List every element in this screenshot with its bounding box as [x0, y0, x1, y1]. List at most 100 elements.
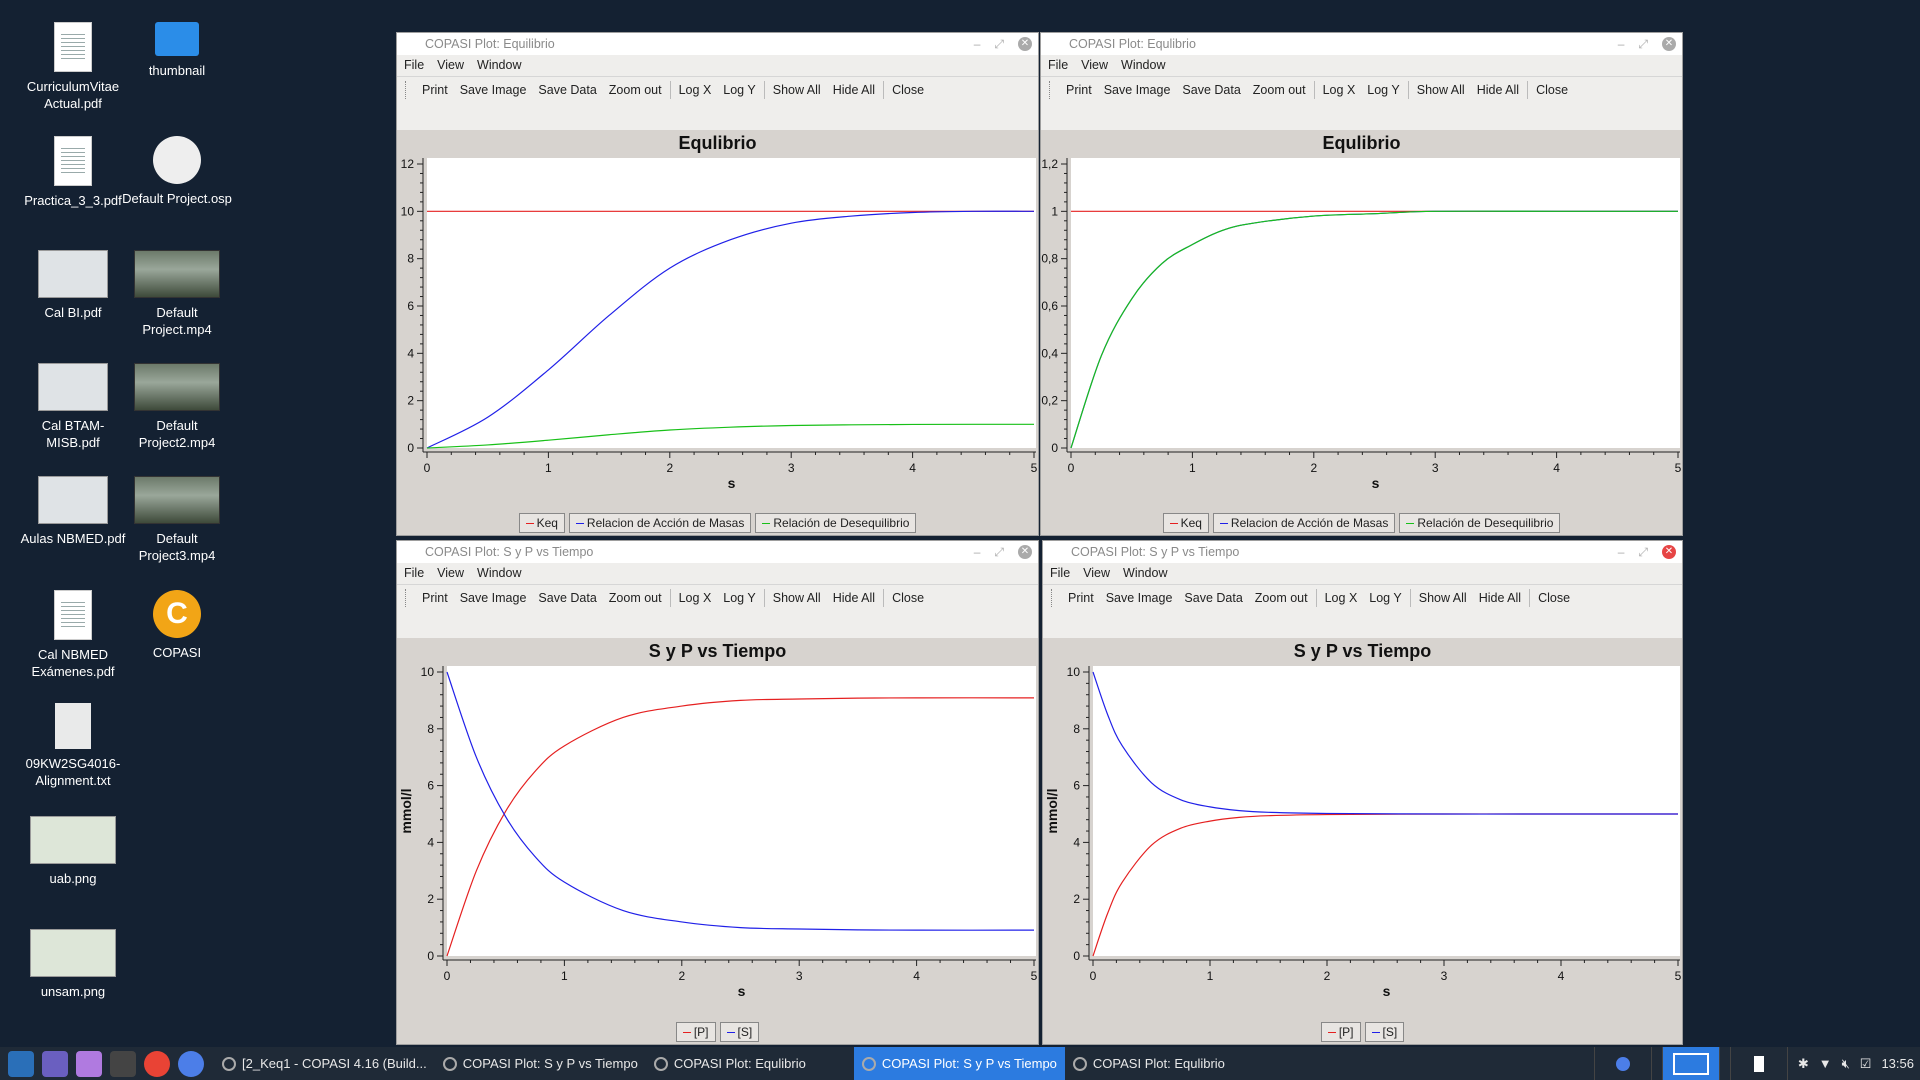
- menu-window[interactable]: Window: [477, 58, 522, 72]
- zoom-out-button[interactable]: Zoom out: [608, 82, 662, 97]
- desktop-icon-cv[interactable]: CurriculumVitae Actual.pdf: [17, 22, 129, 112]
- log-x-button[interactable]: Log X: [1322, 82, 1356, 97]
- menu-view[interactable]: View: [1081, 58, 1109, 72]
- wifi-icon[interactable]: ▼: [1818, 1056, 1832, 1071]
- print-button[interactable]: Print: [422, 590, 448, 605]
- maximize-icon[interactable]: ⤢: [1638, 545, 1648, 559]
- editor-launcher-icon[interactable]: [76, 1050, 102, 1077]
- save-image-button[interactable]: Save Image: [459, 590, 527, 605]
- show-all-button[interactable]: Show All: [772, 82, 821, 97]
- task-syp-2[interactable]: COPASI Plot: S y P vs Tiempo: [853, 1047, 1065, 1080]
- hide-all-button[interactable]: Hide All: [1476, 82, 1520, 97]
- chrome-launcher-icon[interactable]: [144, 1050, 170, 1077]
- desktop-icon-uab[interactable]: uab.png: [17, 816, 129, 887]
- close-icon[interactable]: ✕: [1018, 545, 1032, 559]
- save-data-button[interactable]: Save Data: [1184, 590, 1243, 605]
- menu-file[interactable]: File: [404, 566, 425, 580]
- desktop-icon-practica[interactable]: Practica_3_3.pdf: [17, 136, 129, 209]
- legend-item-p[interactable]: [P]: [675, 1022, 716, 1042]
- menu-file[interactable]: File: [1050, 566, 1071, 580]
- toolbar-grip[interactable]: [1049, 80, 1052, 99]
- terminal-launcher-icon[interactable]: [110, 1050, 136, 1077]
- files-launcher-icon[interactable]: [42, 1050, 68, 1077]
- desktop-icon-alignment-txt[interactable]: 09KW2SG4016-Alignment.txt: [17, 703, 129, 789]
- log-x-button[interactable]: Log X: [1324, 590, 1358, 605]
- log-y-button[interactable]: Log Y: [1369, 590, 1402, 605]
- show-desktop-icon[interactable]: [1729, 1047, 1788, 1080]
- save-data-button[interactable]: Save Data: [1182, 82, 1241, 97]
- zoom-out-button[interactable]: Zoom out: [608, 590, 662, 605]
- clipboard-icon[interactable]: ☑: [1859, 1055, 1872, 1071]
- close-button[interactable]: Close: [892, 82, 925, 97]
- desktop-icon-default-project-mp4[interactable]: Default Project.mp4: [121, 250, 233, 338]
- maximize-icon[interactable]: ⤢: [1638, 37, 1648, 51]
- toolbar-grip[interactable]: [405, 588, 408, 607]
- legend-item-desequilibrio[interactable]: Relación de Desequilibrio: [755, 513, 917, 533]
- window-titlebar[interactable]: COPASI Plot: S y P vs Tiempo – ⤢ ✕: [1043, 541, 1682, 563]
- menu-window[interactable]: Window: [1123, 566, 1168, 580]
- zoom-out-button[interactable]: Zoom out: [1252, 82, 1306, 97]
- print-button[interactable]: Print: [1066, 82, 1092, 97]
- task-syp-1[interactable]: COPASI Plot: S y P vs Tiempo: [435, 1047, 646, 1080]
- log-y-button[interactable]: Log Y: [723, 82, 756, 97]
- zoom-out-button[interactable]: Zoom out: [1254, 590, 1308, 605]
- legend-item-p[interactable]: [P]: [1320, 1022, 1361, 1042]
- desktop-icon-thumbnail[interactable]: thumbnail: [121, 22, 233, 79]
- legend-item-desequilibrio[interactable]: Relación de Desequilibrio: [1399, 513, 1561, 533]
- workspace-switcher-icon[interactable]: [1661, 1047, 1720, 1080]
- window-titlebar[interactable]: COPASI Plot: Equlibrio – ⤢ ✕: [1041, 33, 1682, 55]
- window-titlebar[interactable]: COPASI Plot: S y P vs Tiempo – ⤢ ✕: [397, 541, 1038, 563]
- desktop-icon-default-project-osp[interactable]: Default Project.osp: [121, 136, 233, 207]
- minimize-icon[interactable]: –: [1617, 37, 1625, 51]
- close-button[interactable]: Close: [892, 590, 925, 605]
- save-data-button[interactable]: Save Data: [538, 590, 597, 605]
- desktop-icon-cal-btam[interactable]: Cal BTAM-MISB.pdf: [17, 363, 129, 451]
- log-x-button[interactable]: Log X: [678, 590, 712, 605]
- print-button[interactable]: Print: [422, 82, 448, 97]
- menu-view[interactable]: View: [1083, 566, 1111, 580]
- legend-item-accion-masas[interactable]: Relacion de Acción de Masas: [1212, 513, 1396, 533]
- task-equilibrio-2[interactable]: COPASI Plot: Equlibrio: [1065, 1047, 1233, 1080]
- close-icon[interactable]: ✕: [1018, 37, 1032, 51]
- tray-chrome-icon[interactable]: [1593, 1047, 1652, 1080]
- toolbar-grip[interactable]: [1051, 588, 1054, 607]
- show-all-button[interactable]: Show All: [1418, 590, 1467, 605]
- plot-window-syp-1[interactable]: COPASI Plot: S y P vs Tiempo – ⤢ ✕ File Vi…: [396, 540, 1039, 1045]
- show-all-button[interactable]: Show All: [772, 590, 821, 605]
- legend-item-s[interactable]: [S]: [719, 1022, 760, 1042]
- app-menu-icon[interactable]: [8, 1050, 34, 1077]
- desktop-icon-cal-bi[interactable]: Cal BI.pdf: [17, 250, 129, 321]
- save-image-button[interactable]: Save Image: [1103, 82, 1171, 97]
- desktop-icon-cal-nbmed[interactable]: Cal NBMED Exámenes.pdf: [17, 590, 129, 680]
- task-copasi-main[interactable]: [2_Keq1 - COPASI 4.16 (Build...: [214, 1047, 435, 1080]
- show-all-button[interactable]: Show All: [1416, 82, 1465, 97]
- close-button[interactable]: Close: [1538, 590, 1571, 605]
- window-titlebar[interactable]: COPASI Plot: Equilibrio – ⤢ ✕: [397, 33, 1038, 55]
- toolbar-grip[interactable]: [405, 80, 408, 99]
- hide-all-button[interactable]: Hide All: [1478, 590, 1522, 605]
- legend-item-s[interactable]: [S]: [1364, 1022, 1405, 1042]
- desktop-icon-aulas-nbmed[interactable]: Aulas NBMED.pdf: [17, 476, 129, 547]
- desktop-icon-unsam[interactable]: unsam.png: [17, 929, 129, 1000]
- plot-window-equilibrio-2[interactable]: COPASI Plot: Equlibrio – ⤢ ✕ File View Win…: [1040, 32, 1683, 536]
- task-equilibrio-1[interactable]: COPASI Plot: Equlibrio: [646, 1047, 814, 1080]
- log-y-button[interactable]: Log Y: [1367, 82, 1400, 97]
- minimize-icon[interactable]: –: [1617, 545, 1625, 559]
- menu-file[interactable]: File: [1048, 58, 1069, 72]
- menu-window[interactable]: Window: [477, 566, 522, 580]
- plot-window-equilibrio-1[interactable]: COPASI Plot: Equilibrio – ⤢ ✕ File View Wi…: [396, 32, 1039, 536]
- print-button[interactable]: Print: [1068, 590, 1094, 605]
- menu-view[interactable]: View: [437, 58, 465, 72]
- close-button[interactable]: Close: [1536, 82, 1569, 97]
- desktop-icon-copasi[interactable]: C COPASI: [121, 590, 233, 661]
- menu-window[interactable]: Window: [1121, 58, 1166, 72]
- bluetooth-icon[interactable]: ✱: [1797, 1055, 1809, 1071]
- desktop-icon-default-project2[interactable]: Default Project2.mp4: [121, 363, 233, 451]
- close-icon[interactable]: ✕: [1662, 37, 1676, 51]
- maximize-icon[interactable]: ⤢: [994, 545, 1004, 559]
- minimize-icon[interactable]: –: [973, 545, 981, 559]
- save-image-button[interactable]: Save Image: [459, 82, 527, 97]
- menu-file[interactable]: File: [404, 58, 425, 72]
- chromium-launcher-icon[interactable]: [178, 1050, 204, 1077]
- legend-item-keq[interactable]: Keq: [518, 513, 565, 533]
